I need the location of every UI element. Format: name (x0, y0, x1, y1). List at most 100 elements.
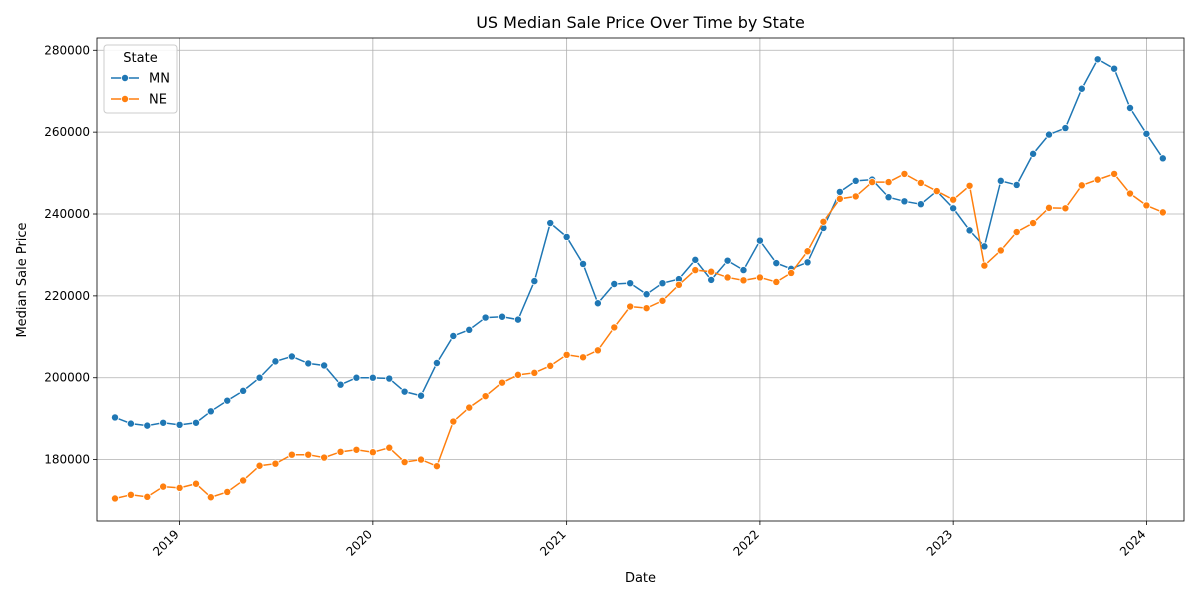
data-point (320, 361, 329, 370)
data-point (498, 312, 507, 321)
legend-item-mn: MN (111, 72, 170, 87)
data-point (287, 450, 296, 459)
data-point (206, 407, 215, 416)
legend-marker (121, 95, 130, 104)
data-point (803, 247, 812, 256)
data-point (223, 487, 232, 496)
data-point (723, 273, 732, 282)
data-point (271, 459, 280, 468)
y-tick-label: 180000 (44, 453, 90, 467)
data-point (271, 357, 280, 366)
data-point (593, 346, 602, 355)
series-layer (111, 55, 1167, 503)
data-point (1142, 201, 1151, 210)
x-axis-label: Date (625, 571, 656, 586)
data-point (803, 258, 812, 267)
data-point (658, 279, 667, 288)
data-point (1110, 64, 1119, 73)
data-point (626, 279, 635, 288)
data-point (111, 494, 120, 503)
legend-marker (121, 74, 130, 83)
data-point (175, 483, 184, 492)
data-point (610, 280, 619, 289)
data-point (159, 418, 168, 427)
data-point (432, 462, 441, 471)
data-point (772, 259, 781, 268)
data-point (996, 176, 1005, 185)
data-point (400, 458, 409, 467)
data-point (996, 246, 1005, 255)
data-point (755, 273, 764, 282)
data-point (868, 178, 877, 187)
data-point (1125, 103, 1134, 112)
data-point (255, 373, 264, 382)
data-point (916, 178, 925, 187)
data-point (851, 176, 860, 185)
data-point (126, 419, 135, 428)
data-point (1044, 203, 1053, 212)
data-point (1093, 55, 1102, 64)
data-point (642, 304, 651, 313)
data-point (465, 325, 474, 334)
series-mn (111, 55, 1167, 430)
data-point (965, 181, 974, 190)
data-point (513, 315, 522, 324)
data-point (691, 266, 700, 275)
data-point (1029, 149, 1038, 158)
data-point (449, 331, 458, 340)
data-point (1061, 124, 1070, 133)
y-tick-label: 220000 (44, 289, 90, 303)
data-point (949, 195, 958, 204)
data-point (449, 417, 458, 426)
plot-frame (96, 37, 1185, 522)
data-point (1077, 84, 1086, 93)
data-point (900, 169, 909, 178)
series-ne (111, 169, 1167, 503)
data-point (562, 232, 571, 241)
data-point (126, 490, 135, 499)
data-point (159, 482, 168, 491)
data-point (546, 219, 555, 228)
data-point (900, 197, 909, 206)
data-point (143, 492, 152, 501)
data-point (546, 361, 555, 370)
data-point (320, 453, 329, 462)
data-point (1158, 154, 1167, 163)
data-point (1029, 219, 1038, 228)
y-tick-label: 280000 (44, 43, 90, 57)
data-point (610, 323, 619, 332)
data-point (851, 192, 860, 201)
x-tick-label: 2019 (150, 527, 181, 558)
grid (97, 38, 1184, 521)
data-point (287, 352, 296, 361)
data-point (707, 267, 716, 276)
data-point (916, 200, 925, 209)
data-point (481, 313, 490, 322)
x-tick-label: 2020 (343, 527, 374, 558)
data-point (755, 236, 764, 245)
y-axis-label: Median Sale Price (15, 222, 30, 337)
data-point (707, 275, 716, 284)
data-point (255, 461, 264, 470)
data-point (192, 418, 201, 427)
data-point (1142, 129, 1151, 138)
data-point (368, 373, 377, 382)
data-point (819, 217, 828, 226)
data-point (579, 353, 588, 362)
data-point (980, 261, 989, 270)
data-point (593, 299, 602, 308)
legend-item-ne: NE (111, 93, 167, 108)
data-point (304, 450, 313, 459)
data-point (530, 277, 539, 286)
data-point (481, 392, 490, 401)
data-point (691, 255, 700, 264)
data-point (835, 187, 844, 196)
data-point (674, 280, 683, 289)
data-point (239, 476, 248, 485)
data-point (192, 479, 201, 488)
data-point (1077, 181, 1086, 190)
data-point (949, 204, 958, 213)
data-point (1125, 189, 1134, 198)
data-point (111, 413, 120, 422)
